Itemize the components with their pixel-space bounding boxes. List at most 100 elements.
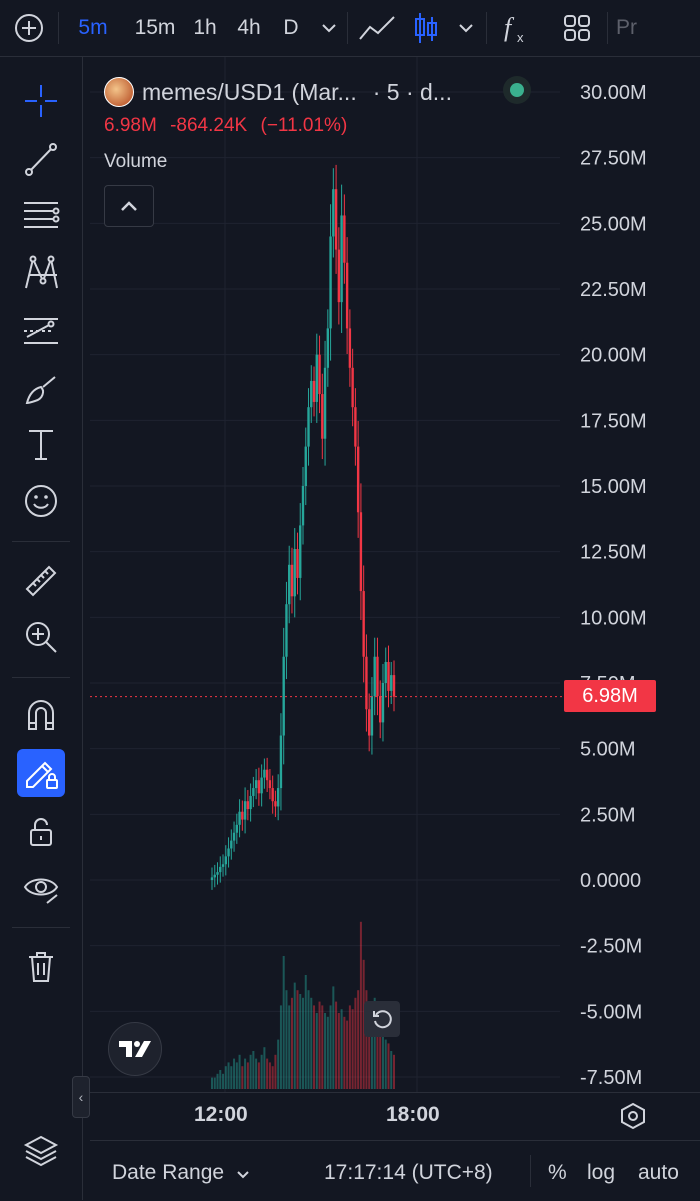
interval-4h[interactable]: 4h: [237, 16, 261, 39]
price-axis-label: 5.00M: [580, 739, 636, 761]
candle-body: [326, 328, 330, 368]
toolbar-divider: [347, 12, 348, 44]
candle-body: [340, 215, 343, 303]
candle-body: [230, 840, 233, 849]
volume-bar: [227, 1062, 230, 1089]
brush-icon[interactable]: [17, 365, 65, 413]
ruler-icon[interactable]: [17, 557, 65, 605]
volume-bar: [351, 1009, 354, 1089]
volume-bar: [379, 1028, 382, 1089]
symbol-interval: · 5 · d...: [372, 78, 452, 105]
zoom-in-icon[interactable]: [17, 613, 65, 661]
percent-scale-toggle[interactable]: %: [548, 1161, 567, 1184]
price-axis-label: -7.50M: [580, 1067, 642, 1089]
volume-bar: [216, 1073, 219, 1089]
candle-body: [343, 215, 346, 263]
interval-dropdown-chevron-icon[interactable]: [311, 0, 347, 56]
candle-body: [243, 801, 247, 820]
candle-body: [307, 407, 310, 447]
volume-bar: [307, 990, 310, 1089]
interval-daily[interactable]: D: [283, 16, 299, 39]
candle-body: [356, 446, 360, 513]
candle-body: [219, 866, 222, 873]
volume-bar: [257, 1062, 260, 1089]
prediction-tool-icon[interactable]: [17, 307, 65, 355]
lock-drawings-icon[interactable]: [17, 807, 65, 855]
candle-body: [282, 656, 285, 736]
interval-5m[interactable]: 5m: [78, 16, 108, 39]
volume-bar: [219, 1070, 222, 1089]
auto-scale-toggle[interactable]: auto: [638, 1161, 679, 1184]
candle-body: [348, 328, 352, 368]
tradingview-logo-icon[interactable]: [108, 1022, 162, 1076]
candle-body: [332, 189, 335, 237]
candlestick-chart-icon[interactable]: [406, 0, 446, 56]
volume-bar: [326, 1016, 329, 1089]
candle-body: [252, 788, 255, 796]
magnet-icon[interactable]: [17, 691, 65, 739]
volume-bar: [279, 1005, 282, 1089]
candle-body: [392, 675, 396, 697]
chart-pane[interactable]: 30.00M 27.50M 25.00M 22.50M 20.00M 17.50M 15.0…: [90, 57, 700, 1092]
candle-body: [263, 769, 266, 778]
candle-body: [254, 780, 258, 789]
log-scale-toggle[interactable]: log: [587, 1161, 616, 1184]
volume-bar: [290, 997, 293, 1089]
volume-bar: [263, 1047, 266, 1089]
volume-bar: [296, 990, 299, 1089]
volume-bar: [288, 1005, 291, 1089]
volume-legend[interactable]: Volume: [104, 151, 168, 172]
trash-icon[interactable]: [17, 943, 65, 991]
more-toolbar-label[interactable]: Pr: [616, 16, 637, 39]
market-status-dot[interactable]: [510, 83, 524, 97]
date-range-button[interactable]: Date Range: [112, 1161, 250, 1185]
text-tool-icon[interactable]: [17, 421, 65, 469]
chart-type-chevron-icon[interactable]: [446, 0, 486, 56]
volume-bar: [238, 1054, 241, 1089]
candle-body: [304, 446, 307, 486]
volume-bar: [357, 990, 360, 1089]
toolbar-divider: [607, 12, 608, 44]
price-chart[interactable]: 30.00M 27.50M 25.00M 22.50M 20.00M 17.50M 15.0…: [90, 57, 700, 1092]
crosshair-icon[interactable]: [17, 77, 65, 125]
price-change-percent: (−11.01%): [260, 115, 348, 136]
line-chart-icon[interactable]: [348, 0, 406, 56]
volume-bar: [337, 1013, 340, 1089]
volume-bar: [332, 986, 335, 1089]
volume-bar: [285, 990, 288, 1089]
volume-bar: [393, 1054, 395, 1089]
horizontal-lines-icon[interactable]: [17, 191, 65, 239]
time-axis[interactable]: 12:00 18:00: [90, 1092, 700, 1141]
reset-chart-icon[interactable]: [364, 1001, 400, 1037]
volume-bar: [224, 1066, 227, 1089]
price-axis-label: 2.50M: [580, 804, 636, 826]
volume-bar: [274, 1054, 277, 1089]
hide-drawings-eye-icon[interactable]: [17, 863, 65, 911]
volume-bar: [354, 997, 357, 1089]
candle-body: [290, 564, 294, 597]
emoji-icon[interactable]: [17, 477, 65, 525]
candle-body: [213, 874, 216, 878]
clock-timezone[interactable]: 17:17:14 (UTC+8): [324, 1161, 493, 1184]
stay-in-drawing-mode-icon[interactable]: [17, 749, 65, 797]
trend-line-icon[interactable]: [17, 135, 65, 183]
collapse-toolbar-chevron-icon[interactable]: ‹: [72, 1076, 90, 1118]
volume-bar: [230, 1066, 233, 1089]
layout-grid-icon[interactable]: [547, 0, 607, 56]
candle-body: [224, 856, 227, 865]
collapse-legend-chevron-up-icon[interactable]: [104, 185, 154, 227]
pattern-tool-icon[interactable]: [17, 249, 65, 297]
symbol-legend[interactable]: memes/USD1 (Mar... · 5 · d...: [104, 77, 452, 107]
toolbar-divider: [58, 12, 59, 44]
object-tree-layers-icon[interactable]: [17, 1127, 65, 1175]
svg-text:x: x: [517, 30, 524, 44]
candle-body: [301, 486, 305, 526]
interval-15m[interactable]: 15m: [134, 16, 176, 39]
add-symbol-icon[interactable]: [0, 0, 58, 56]
volume-bar: [252, 1051, 255, 1089]
candle-body: [365, 656, 368, 710]
axis-settings-gear-icon[interactable]: [618, 1101, 648, 1131]
interval-1h[interactable]: 1h: [193, 16, 217, 39]
date-range-chevron-icon: [237, 1171, 249, 1179]
